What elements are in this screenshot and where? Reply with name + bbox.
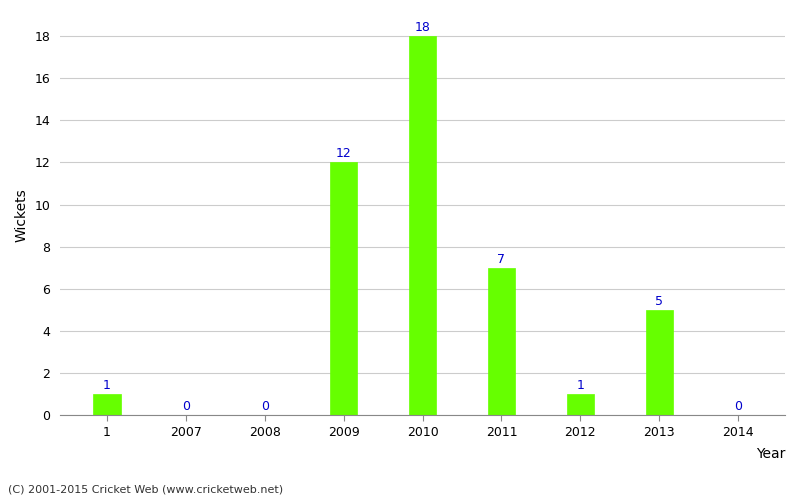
Bar [330,162,358,415]
Text: 1: 1 [103,379,111,392]
Bar [488,268,515,415]
Text: 12: 12 [336,148,351,160]
Text: 0: 0 [734,400,742,413]
Text: 7: 7 [498,252,506,266]
Y-axis label: Wickets: Wickets [15,188,29,242]
Text: Year: Year [756,447,785,461]
Text: 18: 18 [414,21,430,34]
Bar [409,36,436,415]
Bar [566,394,594,415]
Text: 0: 0 [182,400,190,413]
Text: (C) 2001-2015 Cricket Web (www.cricketweb.net): (C) 2001-2015 Cricket Web (www.cricketwe… [8,485,283,495]
Text: 0: 0 [261,400,269,413]
Text: 1: 1 [577,379,584,392]
Bar [646,310,673,415]
Bar [93,394,121,415]
Text: 5: 5 [655,295,663,308]
